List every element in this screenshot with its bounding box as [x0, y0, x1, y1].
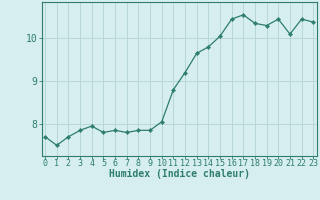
X-axis label: Humidex (Indice chaleur): Humidex (Indice chaleur)	[109, 169, 250, 179]
